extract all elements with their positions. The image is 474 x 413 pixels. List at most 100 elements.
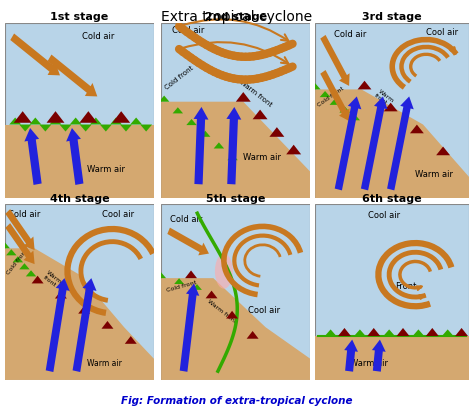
FancyArrow shape [320, 70, 349, 121]
FancyArrow shape [344, 339, 358, 372]
Title: 2nd stage: 2nd stage [205, 12, 267, 22]
Polygon shape [29, 117, 41, 125]
Polygon shape [315, 89, 469, 198]
Polygon shape [125, 336, 137, 344]
Polygon shape [5, 125, 154, 198]
Polygon shape [412, 330, 424, 336]
Text: Fig: Formation of extra-tropical cyclone: Fig: Formation of extra-tropical cyclone [121, 396, 353, 406]
FancyArrow shape [372, 339, 386, 372]
Polygon shape [200, 131, 210, 137]
Polygon shape [236, 92, 251, 102]
FancyArrow shape [227, 107, 241, 185]
Polygon shape [79, 111, 97, 123]
Polygon shape [46, 111, 64, 123]
Text: Warm front: Warm front [206, 299, 237, 325]
Text: Warm air: Warm air [243, 153, 281, 161]
Polygon shape [338, 328, 351, 336]
Title: 4th stage: 4th stage [50, 194, 109, 204]
Title: 3rd stage: 3rd stage [363, 12, 422, 22]
FancyArrow shape [320, 35, 349, 86]
Title: 5th stage: 5th stage [206, 194, 265, 204]
Polygon shape [397, 328, 410, 336]
Polygon shape [9, 117, 21, 125]
Text: Warm
front: Warm front [42, 270, 63, 290]
Polygon shape [19, 125, 31, 131]
Polygon shape [0, 242, 10, 248]
Polygon shape [246, 331, 259, 339]
Text: Warm air: Warm air [87, 359, 122, 368]
Polygon shape [19, 263, 30, 269]
Polygon shape [50, 117, 62, 125]
Text: Warm front: Warm front [239, 79, 273, 108]
Text: Warm air: Warm air [87, 165, 125, 174]
Polygon shape [426, 328, 439, 336]
Text: Cold front: Cold front [165, 280, 197, 293]
Text: Cold air: Cold air [82, 31, 115, 40]
Polygon shape [13, 256, 23, 262]
Text: Cold air: Cold air [172, 26, 204, 35]
Text: Warm air: Warm air [415, 170, 453, 179]
Text: Cold air: Cold air [334, 30, 366, 39]
Polygon shape [70, 117, 82, 125]
FancyArrow shape [73, 278, 97, 372]
Polygon shape [6, 249, 17, 255]
Polygon shape [329, 99, 340, 105]
FancyArrow shape [46, 278, 70, 372]
Polygon shape [315, 336, 469, 380]
Polygon shape [367, 328, 380, 336]
Polygon shape [319, 91, 330, 97]
Polygon shape [410, 125, 424, 133]
Title: 1st stage: 1st stage [50, 12, 109, 22]
FancyArrow shape [193, 107, 209, 185]
Polygon shape [214, 142, 224, 149]
Polygon shape [436, 147, 450, 155]
FancyArrow shape [66, 128, 83, 185]
Polygon shape [60, 125, 72, 131]
Polygon shape [206, 291, 218, 298]
Polygon shape [173, 107, 183, 114]
Text: Cool air: Cool air [102, 210, 134, 219]
Polygon shape [228, 154, 238, 160]
Polygon shape [161, 278, 310, 380]
FancyArrow shape [24, 128, 42, 185]
Polygon shape [325, 330, 337, 336]
Polygon shape [310, 83, 320, 89]
Polygon shape [339, 107, 350, 113]
Text: Cold front: Cold front [6, 248, 29, 275]
FancyArrow shape [387, 96, 414, 190]
Polygon shape [101, 321, 113, 329]
Text: Cold air: Cold air [170, 215, 202, 224]
Polygon shape [156, 272, 166, 278]
Polygon shape [383, 330, 395, 336]
Polygon shape [455, 328, 468, 336]
Polygon shape [55, 291, 67, 299]
Polygon shape [100, 125, 112, 131]
Polygon shape [5, 248, 154, 380]
FancyArrow shape [335, 96, 361, 190]
Polygon shape [442, 330, 454, 336]
Polygon shape [349, 114, 360, 120]
Polygon shape [14, 111, 32, 123]
Text: Cold front: Cold front [317, 86, 345, 108]
Polygon shape [80, 125, 91, 131]
Polygon shape [286, 145, 301, 154]
Polygon shape [120, 125, 132, 131]
Ellipse shape [215, 254, 233, 289]
FancyArrow shape [167, 228, 209, 255]
Polygon shape [269, 127, 284, 137]
Text: Cool air: Cool air [248, 306, 280, 315]
FancyArrow shape [180, 283, 199, 372]
Polygon shape [253, 109, 267, 119]
FancyArrow shape [10, 33, 60, 75]
Text: Warm air: Warm air [350, 359, 388, 368]
Polygon shape [90, 117, 102, 125]
FancyArrow shape [5, 209, 35, 250]
Polygon shape [110, 117, 122, 125]
Text: Cold front: Cold front [164, 64, 195, 90]
Polygon shape [174, 278, 184, 284]
Polygon shape [26, 270, 36, 276]
Polygon shape [130, 117, 142, 125]
Text: Extra tropical cyclone: Extra tropical cyclone [162, 10, 312, 24]
Text: Cold air: Cold air [8, 210, 40, 219]
Polygon shape [354, 330, 366, 336]
